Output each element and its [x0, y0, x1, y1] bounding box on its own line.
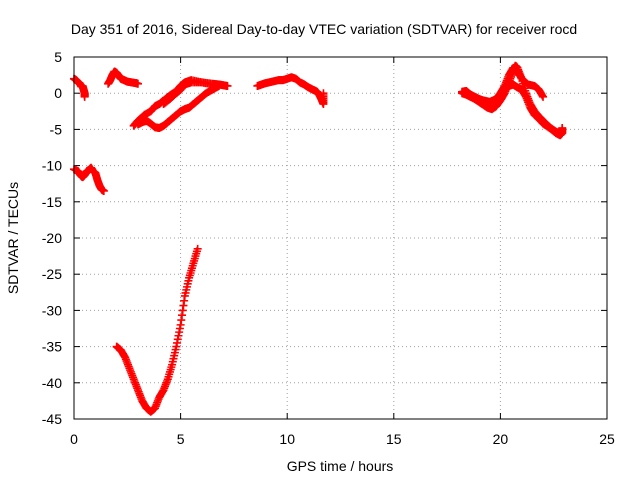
series-arc4	[112, 244, 202, 416]
series-arc7	[253, 73, 328, 109]
series-arc3	[104, 67, 142, 88]
y-tick-label: -15	[42, 194, 62, 210]
y-tick-label: -5	[50, 121, 63, 137]
data-point	[319, 89, 328, 98]
chart-title: Day 351 of 2016, Sidereal Day-to-day VTE…	[71, 21, 577, 37]
data-point	[193, 244, 202, 253]
data-point	[539, 92, 548, 101]
grid-lines	[74, 57, 607, 419]
series-arc1	[70, 74, 89, 101]
series-arc6	[159, 78, 232, 109]
data-points	[70, 61, 567, 416]
y-tick-label: -30	[42, 302, 62, 318]
series-arc10	[496, 80, 567, 140]
series-arc9	[458, 63, 548, 106]
x-tick-label: 5	[177, 431, 185, 447]
x-tick-label: 20	[493, 431, 509, 447]
data-point	[99, 186, 108, 195]
x-tick-label: 0	[70, 431, 78, 447]
data-point	[558, 129, 567, 138]
x-tick-label: 10	[279, 431, 295, 447]
y-tick-label: 5	[54, 49, 62, 65]
x-tick-label: 15	[386, 431, 402, 447]
y-tick-labels: 5 0 -5 -10 -15 -20 -25 -30 -35 -40 -45	[42, 49, 62, 427]
x-tick-labels: 0 5 10 15 20 25	[70, 431, 615, 447]
x-axis-label: GPS time / hours	[287, 458, 394, 474]
series-arc2	[70, 163, 108, 195]
x-tick-label: 25	[599, 431, 615, 447]
data-point	[133, 79, 142, 88]
y-tick-label: -10	[42, 158, 62, 174]
data-point	[133, 120, 142, 129]
y-tick-label: -40	[42, 375, 62, 391]
plot-frame	[73, 56, 608, 420]
data-point	[80, 92, 89, 101]
y-tick-label: -25	[42, 266, 62, 282]
y-axis-label: SDTVAR / TECUs	[5, 182, 21, 294]
axis-ticks	[73, 56, 608, 420]
data-point	[223, 81, 232, 90]
y-tick-label: 0	[54, 85, 62, 101]
y-tick-label: -35	[42, 339, 62, 355]
y-tick-label: -20	[42, 230, 62, 246]
y-tick-label: -45	[42, 411, 62, 427]
